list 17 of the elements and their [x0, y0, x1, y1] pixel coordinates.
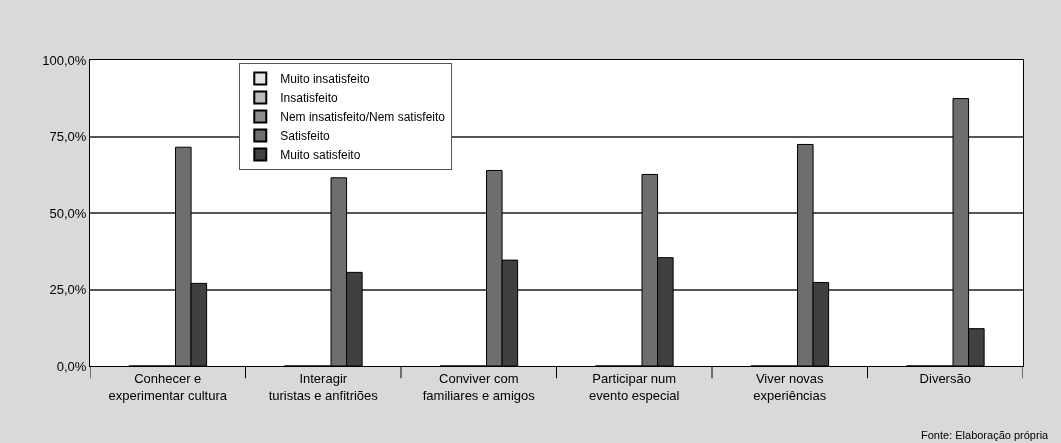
x-tick-label: Participar num evento especial [589, 370, 680, 403]
source-note: Fonte: Elaboração própria [921, 429, 1050, 441]
legend-label: Muito satisfeito [280, 148, 361, 163]
legend-label: Insatisfeito [280, 91, 338, 106]
legend-label: Satisfeito [280, 129, 330, 144]
legend-label: Nem insatisfeito/Nem satisfeito [280, 110, 446, 125]
y-tick-label: 75,0% [49, 129, 87, 145]
legend-label: Muito insatisfeito [280, 72, 370, 87]
y-tick-label: 25,0% [49, 282, 87, 298]
x-tick-label: Viver novas experiências [753, 370, 827, 403]
x-tick-label: Conhecer e experimentar cultura [108, 370, 228, 403]
x-tick-label: Diversão [919, 370, 971, 386]
y-tick-label: 100,0% [42, 52, 87, 68]
x-tick-label: Conviver com familiares e amigos [422, 370, 536, 403]
y-tick-label: 0,0% [56, 358, 87, 374]
y-tick-label: 50,0% [49, 205, 87, 221]
x-tick-label: Interagir turistas e anfitriões [268, 370, 379, 403]
